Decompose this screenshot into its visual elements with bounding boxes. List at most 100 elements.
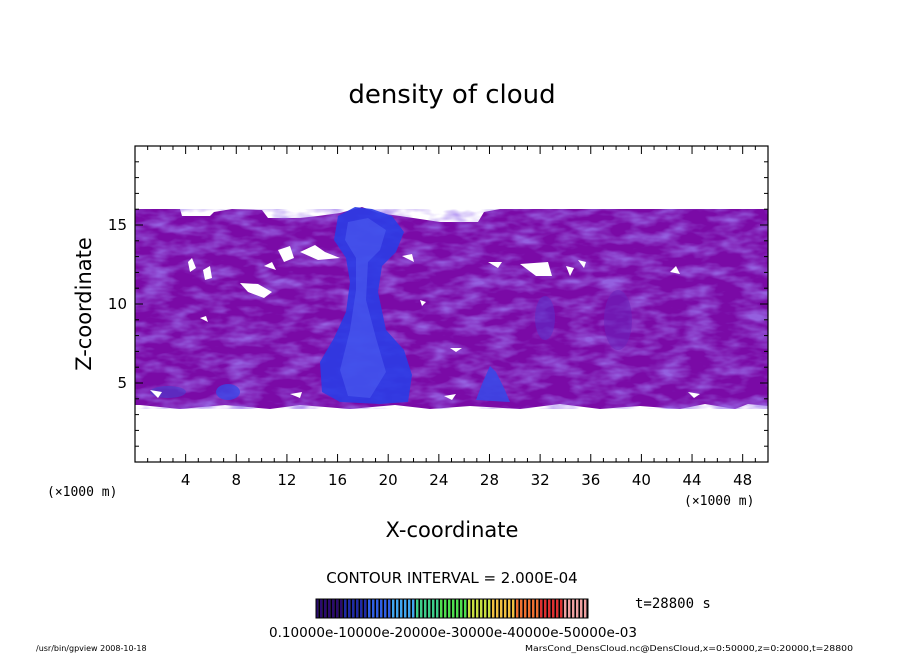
colorbar-swatch — [464, 599, 467, 618]
colorbar-contour-line — [542, 599, 544, 618]
y-tick-label: 10 — [108, 295, 127, 313]
x-tick-label: 28 — [480, 471, 499, 489]
colorbar-contour-line — [586, 599, 588, 618]
colorbar-swatch — [440, 599, 443, 618]
colorbar-swatch — [520, 599, 523, 618]
colorbar-swatch — [376, 599, 379, 618]
colorbar-swatch — [488, 599, 491, 618]
colorbar-swatch — [516, 599, 519, 618]
colorbar-contour-line — [350, 599, 352, 618]
colorbar-swatch — [568, 599, 571, 618]
colorbar-swatch — [556, 599, 559, 618]
colorbar-contour-line — [354, 599, 356, 618]
colorbar-swatch — [584, 599, 587, 618]
density-field — [135, 207, 768, 409]
colorbar-contour-line — [426, 599, 428, 618]
colorbar-contour-line — [566, 599, 568, 618]
x-tick-label: 16 — [328, 471, 347, 489]
colorbar-contour-line — [346, 599, 348, 618]
colorbar-swatch — [452, 599, 455, 618]
colorbar-contour-line — [486, 599, 488, 618]
colorbar-swatch — [388, 599, 391, 618]
colorbar-contour-line — [434, 599, 436, 618]
cloud-column-core — [340, 218, 386, 398]
y-tick-label: 5 — [117, 374, 127, 392]
colorbar-swatch — [348, 599, 351, 618]
colorbar-contour-line — [342, 599, 344, 618]
colorbar-contour-line — [466, 599, 468, 618]
cloud-blob — [535, 296, 555, 340]
colorbar-swatch — [420, 599, 423, 618]
colorbar-swatch — [340, 599, 343, 618]
colorbar-contour-line — [430, 599, 432, 618]
x-tick-label: 48 — [733, 471, 752, 489]
x-tick-label: 44 — [682, 471, 701, 489]
colorbar-contour-line — [478, 599, 480, 618]
y-axis-ticks: 5 10 15 — [108, 161, 768, 447]
colorbar-swatch — [504, 599, 507, 618]
colorbar-swatch — [364, 599, 367, 618]
colorbar-swatch — [564, 599, 567, 618]
colorbar-contour-line — [502, 599, 504, 618]
colorbar-contour-line — [394, 599, 396, 618]
colorbar-contour-line — [494, 599, 496, 618]
y-tick-label: 15 — [108, 216, 127, 234]
colorbar-stripes — [316, 599, 588, 618]
colorbar-swatch — [508, 599, 511, 618]
colorbar-contour-line — [482, 599, 484, 618]
colorbar-contour-line — [366, 599, 368, 618]
colorbar-contour-line — [562, 599, 564, 618]
cloud-blob — [604, 290, 632, 350]
colorbar-swatch — [580, 599, 583, 618]
y-axis-unit-right: (×1000 m) — [684, 494, 754, 509]
colorbar-swatch — [476, 599, 479, 618]
colorbar-swatch — [576, 599, 579, 618]
colorbar-contour-line — [446, 599, 448, 618]
colorbar-swatch — [328, 599, 331, 618]
colorbar-contour-line — [398, 599, 400, 618]
x-tick-label: 40 — [632, 471, 651, 489]
x-tick-label: 24 — [429, 471, 448, 489]
contour-interval: CONTOUR INTERVAL = 2.000E-04 — [326, 569, 577, 587]
x-axis-label: X-coordinate — [386, 518, 519, 542]
colorbar-contour-line — [514, 599, 516, 618]
colorbar-swatch — [324, 599, 327, 618]
colorbar-swatch — [496, 599, 499, 618]
colorbar-swatch — [444, 599, 447, 618]
colorbar-contour-line — [454, 599, 456, 618]
colorbar-swatch — [432, 599, 435, 618]
y-axis-label: Z-coordinate — [72, 237, 96, 371]
colorbar-contour-line — [574, 599, 576, 618]
colorbar-swatch — [380, 599, 383, 618]
colorbar-contour-line — [570, 599, 572, 618]
colorbar-swatch — [332, 599, 335, 618]
colorbar-contour-line — [318, 599, 320, 618]
colorbar-swatch — [472, 599, 475, 618]
colorbar-swatch — [408, 599, 411, 618]
colorbar-swatch — [428, 599, 431, 618]
time-label: t=28800 s — [635, 596, 711, 612]
colorbar-contour-line — [474, 599, 476, 618]
x-tick-label: 8 — [232, 471, 242, 489]
colorbar-swatch — [356, 599, 359, 618]
colorbar-contour-line — [498, 599, 500, 618]
colorbar-contour-line — [554, 599, 556, 618]
colorbar-contour-line — [538, 599, 540, 618]
x-axis-ticks: 4 8 12 16 20 24 28 32 36 40 44 48 — [147, 146, 756, 489]
colorbar-swatch — [572, 599, 575, 618]
colorbar-swatch — [480, 599, 483, 618]
x-axis-unit-left: (×1000 m) — [47, 485, 117, 500]
x-tick-label: 4 — [181, 471, 191, 489]
colorbar-contour-line — [414, 599, 416, 618]
colorbar-contour-line — [442, 599, 444, 618]
colorbar-contour-line — [534, 599, 536, 618]
colorbar-contour-line — [422, 599, 424, 618]
x-tick-label: 32 — [531, 471, 550, 489]
colorbar-contour-line — [510, 599, 512, 618]
colorbar-swatch — [484, 599, 487, 618]
colorbar-swatch — [532, 599, 535, 618]
colorbar-contour-line — [462, 599, 464, 618]
colorbar-contour-line — [582, 599, 584, 618]
colorbar-swatch — [456, 599, 459, 618]
